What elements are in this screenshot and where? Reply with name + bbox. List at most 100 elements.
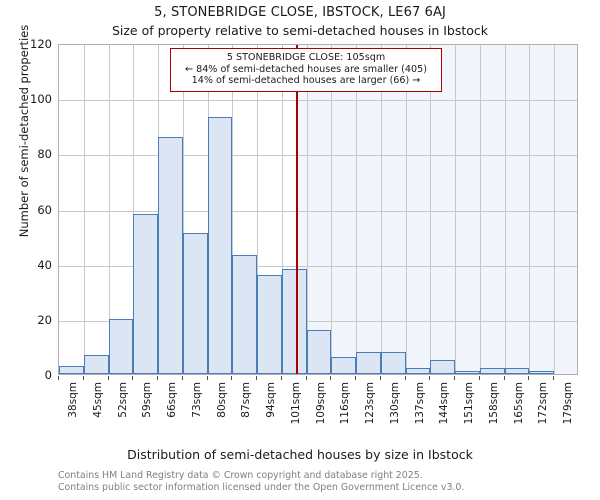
y-axis-label: Number of semi-detached properties [17, 24, 31, 238]
gridline-vertical [480, 45, 481, 374]
bar [158, 136, 183, 374]
y-tick-label: 60 [37, 202, 52, 217]
y-tick-label: 120 [30, 37, 52, 51]
x-tick-mark [256, 376, 258, 380]
bar [380, 351, 406, 374]
gridline-vertical [307, 45, 308, 374]
gridline-vertical [183, 45, 184, 374]
bar [455, 371, 480, 374]
annotation-line-1: 5 STONEBRIDGE CLOSE: 105sqm [226, 52, 386, 63]
bar [59, 365, 84, 374]
x-tick-label: 87sqm [240, 382, 253, 418]
x-tick-label: 144sqm [438, 382, 451, 425]
bar [182, 233, 208, 374]
x-tick-mark [107, 376, 109, 380]
x-tick-label: 109sqm [314, 382, 327, 425]
bar [331, 357, 357, 374]
footer-line-1: Contains HM Land Registry data © Crown c… [58, 470, 423, 481]
x-tick-mark [157, 376, 159, 380]
bar [83, 354, 109, 374]
x-tick-label: 137sqm [413, 382, 426, 425]
x-tick-mark [503, 376, 505, 380]
x-tick-mark [379, 376, 381, 380]
x-tick-mark [206, 376, 208, 380]
gridline-vertical [133, 45, 134, 374]
bar [207, 117, 233, 374]
bar [405, 368, 431, 374]
gridline [59, 320, 577, 322]
x-tick-label: 165sqm [512, 382, 525, 425]
bar [232, 255, 258, 374]
x-tick-mark [404, 376, 406, 380]
x-tick-label: 45sqm [91, 382, 104, 418]
y-tick-label: 20 [37, 312, 52, 327]
x-tick-mark [330, 376, 332, 380]
y-axis-ticks: 0 20 40 60 80 100 120 [0, 37, 52, 382]
x-tick-label: 73sqm [190, 382, 203, 418]
y-tick-label: 0 [44, 368, 52, 382]
x-tick-label: 38sqm [67, 382, 79, 418]
x-tick-mark [231, 376, 233, 380]
bar [356, 351, 381, 374]
x-tick-label: 52sqm [116, 382, 129, 418]
plot-area [58, 44, 578, 375]
bar [306, 329, 332, 374]
x-tick-label: 123sqm [364, 382, 377, 425]
gridline-vertical [505, 45, 506, 374]
gridline [59, 155, 577, 157]
gridline-vertical [430, 45, 431, 374]
x-tick-mark [280, 376, 282, 380]
annotation-line-3: 14% of semi-detached houses are larger (… [191, 75, 421, 87]
x-tick-mark [478, 376, 480, 380]
gridline-vertical [406, 45, 407, 374]
x-tick-mark [58, 376, 59, 380]
annotation-line-2: ← 84% of semi-detached houses are smalle… [185, 63, 427, 75]
gridline-vertical [554, 45, 555, 374]
x-tick-label: 179sqm [562, 382, 575, 425]
x-tick-label: 172sqm [537, 382, 550, 425]
x-tick-mark [181, 376, 183, 380]
bar [257, 274, 282, 374]
bar [108, 318, 134, 374]
y-tick-label: 80 [37, 147, 52, 162]
page-title: 5, STONEBRIDGE CLOSE, IBSTOCK, LE67 6AJ [154, 5, 446, 20]
gridline-vertical [381, 45, 382, 374]
x-tick-label: 59sqm [141, 382, 154, 418]
y-tick-label: 40 [37, 257, 52, 272]
x-tick-mark [355, 376, 357, 380]
gridline-vertical [529, 45, 530, 374]
x-tick-label: 158sqm [487, 382, 500, 425]
x-tick-mark [305, 376, 307, 380]
shaded-region-larger [295, 45, 577, 374]
x-tick-label: 94sqm [265, 382, 278, 418]
gridline-vertical [331, 45, 332, 374]
x-axis-label: Distribution of semi-detached houses by … [127, 447, 473, 462]
footer-attribution: Contains HM Land Registry data © Crown c… [58, 470, 578, 493]
bar [479, 368, 505, 374]
annotation-box: 5 STONEBRIDGE CLOSE: 105sqm ← 84% of sem… [170, 48, 442, 92]
x-tick-label: 130sqm [388, 382, 401, 425]
gridline-vertical [356, 45, 357, 374]
x-tick-label: 101sqm [289, 382, 302, 425]
gridline [59, 100, 577, 102]
x-tick-mark [132, 376, 134, 380]
bar [281, 269, 307, 374]
gridline [59, 210, 577, 212]
gridline-vertical [109, 45, 110, 374]
chart-subtitle: Size of property relative to semi-detach… [111, 23, 489, 38]
gridline-vertical [455, 45, 456, 374]
x-tick-label: 66sqm [166, 382, 179, 418]
x-tick-mark [454, 376, 456, 380]
bar [133, 214, 159, 374]
property-marker-line [295, 45, 298, 374]
bar [504, 368, 530, 374]
x-tick-mark [553, 376, 555, 380]
gridline-vertical [84, 45, 85, 374]
x-tick-mark [528, 376, 530, 380]
gridline [59, 265, 577, 267]
gridline-vertical [232, 45, 233, 374]
gridline-vertical [257, 45, 258, 374]
gridline-vertical [282, 45, 283, 374]
bar [529, 371, 555, 374]
